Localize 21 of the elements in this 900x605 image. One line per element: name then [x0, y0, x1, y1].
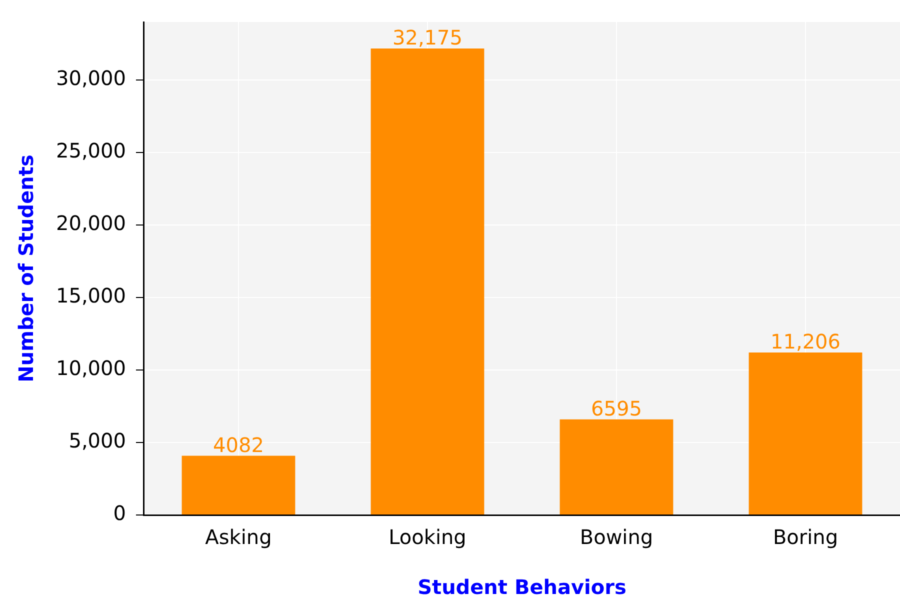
x-tick-label: Boring	[772, 525, 838, 550]
bar	[182, 456, 296, 514]
data-label: 6595	[591, 396, 642, 421]
y-tick-label: 10,000	[56, 356, 126, 380]
y-tick-label: 20,000	[56, 211, 126, 236]
bar	[370, 48, 484, 514]
x-tick-label: Looking	[388, 525, 466, 550]
y-axis-title: Number of Students	[14, 154, 38, 382]
bar	[748, 352, 862, 514]
data-label: 4082	[213, 433, 264, 458]
x-tick-label: Bowing	[580, 525, 654, 550]
y-tick-label: 5,000	[68, 428, 126, 453]
y-tick-label: 30,000	[56, 66, 126, 90]
y-tick-label: 15,000	[56, 284, 126, 308]
y-tick-label: 0	[113, 501, 126, 526]
data-label: 11,206	[770, 330, 840, 354]
x-axis-title: Student Behaviors	[418, 575, 626, 600]
bar	[560, 419, 674, 514]
data-label: 32,175	[392, 26, 462, 50]
y-tick-label: 25,000	[56, 138, 126, 163]
x-tick-label: Asking	[205, 525, 272, 550]
